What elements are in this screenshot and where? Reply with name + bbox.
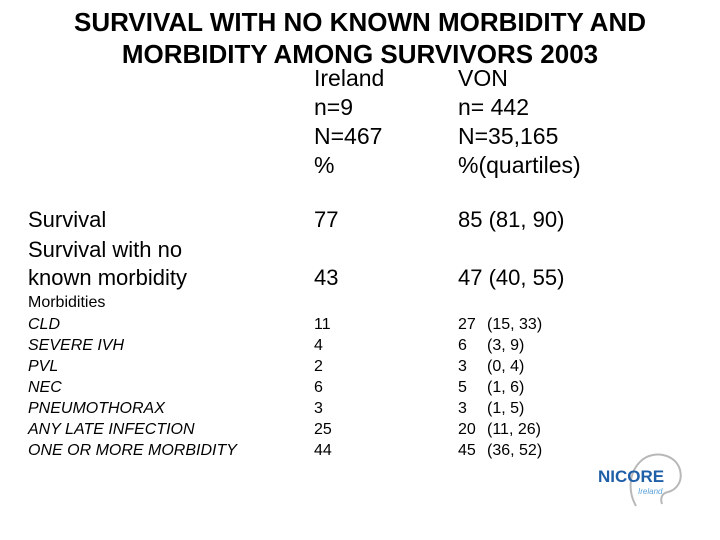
morbidity-von-quartiles: (0, 4) [487,358,525,375]
survival-no-morbidity-von-value: 47 (40, 55) [458,265,565,290]
morbidity-row: ANY LATE INFECTION [28,419,195,440]
morbidity-label: CLD [28,316,61,333]
morbidity-label: PVL [28,358,59,375]
morbidity-von-value: 20 [458,421,476,438]
morbidity-ireland-value: 44 [314,442,332,459]
nicore-logo: NICORE Ireland [592,448,692,508]
morbidity-label: ONE OR MORE MORBIDITY [28,442,237,459]
title-line-2: MORBIDITY AMONG SURVIVORS 2003 [121,39,599,69]
morbidity-label: SEVERE IVH [28,337,125,354]
morbidity-row: NEC [28,377,62,398]
nicore-wordmark: NICORE [598,467,664,486]
morbidity-von-quartiles: (36, 52) [487,442,543,459]
morbidity-ireland-value: 25 [314,421,332,438]
morbidity-ireland-value: 3 [314,400,323,417]
morbidity-label: NEC [28,379,62,396]
von-n: n= 442 [458,94,529,120]
morbidity-row: PVL [28,356,58,377]
morbidity-row: SEVERE IVH [28,335,124,356]
von-column-header: VON n= 442 N=35,165 %(quartiles) [458,64,581,180]
survival-no-morbidity-label: Survival with no known morbidity [28,236,187,292]
von-unit: %(quartiles) [458,152,581,178]
morbidity-row: PNEUMOTHORAX [28,398,165,419]
survival-ireland-value: 77 [314,207,339,232]
morbidities-heading: Morbidities [28,294,106,311]
ireland-N: N=467 [314,123,383,149]
ireland-n: n=9 [314,94,354,120]
morbidity-von-quartiles: (15, 33) [487,316,543,333]
morbidity-row: ONE OR MORE MORBIDITY [28,440,237,461]
head-profile-outline [629,453,682,507]
morbidity-row: CLD [28,314,60,335]
survival-label: Survival [28,207,107,232]
nicore-logo-graphic: NICORE Ireland [598,453,682,507]
title-line-1: SURVIVAL WITH NO KNOWN MORBIDITY AND [74,7,646,37]
morbidity-von-quartiles: (11, 26) [487,421,541,438]
morbidity-ireland-value: 4 [314,337,323,354]
morbidity-label: ANY LATE INFECTION [28,421,195,438]
morbidity-von-quartiles: (1, 6) [487,379,525,396]
survival-no-morbidity-ireland-value: 43 [314,265,339,290]
survival-von-value: 85 (81, 90) [458,207,565,232]
morbidity-label: PNEUMOTHORAX [28,400,165,417]
survival-no-morbidity-label-line2: known morbidity [28,265,187,290]
ireland-name: Ireland [314,65,385,91]
ireland-unit: % [314,152,335,178]
morbidity-von-value: 45 [458,442,476,459]
morbidity-ireland-value: 6 [314,379,323,396]
morbidity-von-value: 27 [458,316,476,333]
morbidity-von-quartiles: (3, 9) [487,337,525,354]
von-name: VON [458,65,508,91]
morbidity-ireland-value: 2 [314,358,323,375]
ireland-column-header: Ireland n=9 N=467 % [314,64,384,180]
survival-no-morbidity-label-line1: Survival with no [28,237,183,262]
von-N: N=35,165 [458,123,559,149]
morbidity-von-value: 3 [458,400,467,417]
morbidity-von-value: 6 [458,337,467,354]
morbidity-von-value: 3 [458,358,467,375]
morbidity-von-value: 5 [458,379,467,396]
nicore-subtitle: Ireland [638,487,663,496]
slide-title: SURVIVAL WITH NO KNOWN MORBIDITY AND MOR… [0,6,720,70]
morbidity-von-quartiles: (1, 5) [487,400,525,417]
morbidity-ireland-value: 11 [314,316,331,333]
